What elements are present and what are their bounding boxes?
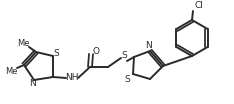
Text: O: O — [92, 46, 99, 56]
Text: S: S — [124, 76, 130, 84]
Text: Me: Me — [17, 38, 29, 48]
Text: S: S — [121, 51, 127, 59]
Text: N: N — [146, 41, 152, 51]
Text: S: S — [53, 50, 59, 58]
Text: Me: Me — [5, 67, 17, 77]
Text: N: N — [30, 79, 36, 89]
Text: Cl: Cl — [194, 1, 203, 11]
Text: NH: NH — [65, 74, 79, 82]
